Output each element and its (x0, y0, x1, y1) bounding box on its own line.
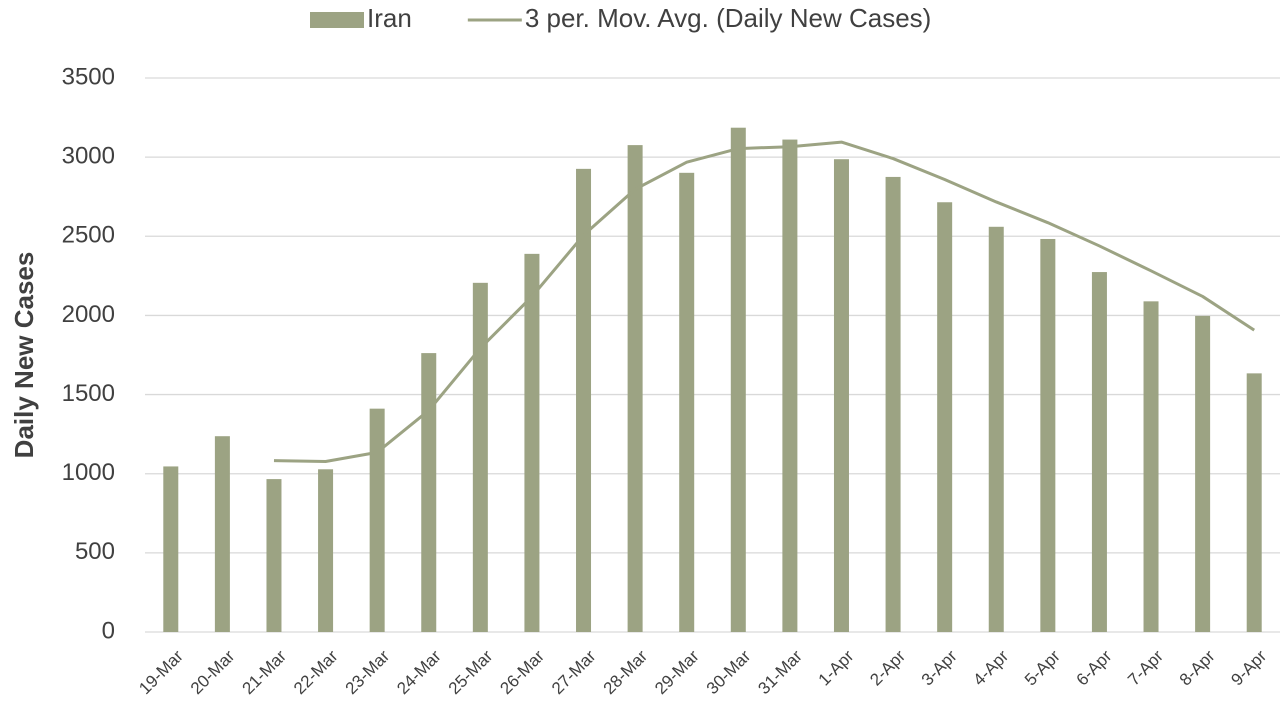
y-tick-label: 1000 (62, 459, 115, 486)
y-tick-label: 3500 (62, 63, 115, 90)
bar (421, 353, 437, 632)
bar (782, 139, 798, 633)
y-tick-label: 2000 (62, 301, 115, 328)
x-tick-label: 20-Mar (187, 646, 239, 698)
y-axis-title: Daily New Cases (9, 252, 39, 459)
moving-average-line (273, 140, 1256, 464)
bar (833, 159, 849, 633)
bar (885, 176, 901, 632)
bar (988, 226, 1004, 632)
bar (369, 408, 385, 632)
bar (472, 282, 488, 632)
y-tick-label: 3000 (62, 142, 115, 169)
x-tick-label: 8-Apr (1176, 646, 1219, 689)
bar (524, 253, 540, 633)
y-tick-label: 2500 (62, 222, 115, 249)
x-tick-label: 21-Mar (238, 646, 290, 698)
bar (1040, 238, 1056, 633)
x-tick-label: 29-Mar (651, 646, 703, 698)
x-tick-label: 25-Mar (445, 646, 497, 698)
bar (1195, 315, 1211, 632)
x-tick-label: 26-Mar (496, 646, 548, 698)
bar (1091, 272, 1107, 632)
bar (937, 202, 953, 633)
x-tick-label: 9-Apr (1227, 646, 1270, 689)
legend-swatch (310, 12, 364, 28)
bar (730, 127, 746, 632)
bar (1143, 301, 1159, 632)
legend-label: 3 per. Mov. Avg. (Daily New Cases) (525, 3, 932, 33)
x-tick-label: 30-Mar (703, 646, 755, 698)
bar (576, 168, 592, 632)
x-tick-label: 4-Apr (969, 646, 1012, 689)
x-tick-label: 7-Apr (1124, 646, 1167, 689)
y-tick-label: 1500 (62, 380, 115, 407)
x-tick-label: 19-Mar (135, 646, 187, 698)
x-tick-label: 6-Apr (1073, 646, 1116, 689)
bar (1246, 373, 1262, 632)
y-tick-label: 0 (102, 617, 115, 644)
x-tick-label: 23-Mar (342, 646, 394, 698)
x-tick-label: 1-Apr (815, 646, 858, 689)
bar (266, 479, 282, 632)
x-tick-label: 2-Apr (866, 646, 909, 689)
x-tick-label: 3-Apr (918, 646, 961, 689)
legend-label: Iran (367, 3, 412, 33)
x-tick-label: 31-Mar (754, 646, 806, 698)
bar (679, 172, 695, 632)
x-tick-label: 22-Mar (290, 646, 342, 698)
bar (214, 436, 230, 632)
bar (163, 466, 179, 632)
y-tick-label: 500 (75, 538, 115, 565)
x-tick-label: 28-Mar (600, 646, 652, 698)
x-tick-label: 24-Mar (393, 646, 445, 698)
x-tick-label: 5-Apr (1021, 646, 1064, 689)
bar (627, 145, 643, 632)
x-tick-label: 27-Mar (548, 646, 600, 698)
bar (318, 469, 334, 632)
